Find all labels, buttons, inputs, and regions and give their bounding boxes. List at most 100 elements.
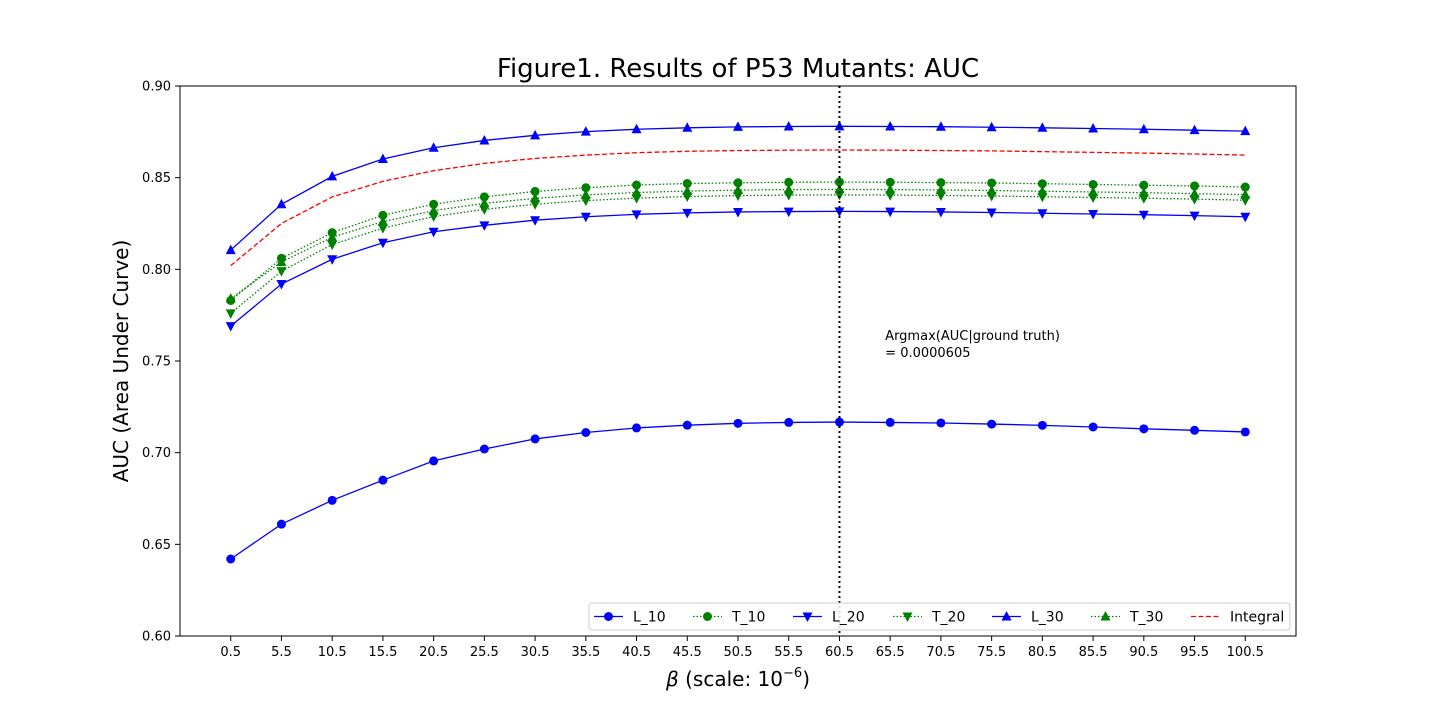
data-point (1037, 209, 1048, 219)
data-point (1139, 180, 1149, 190)
data-point (428, 212, 439, 223)
x-tick-label: 10.5 (318, 645, 347, 660)
data-point (530, 434, 540, 444)
y-tick-label: 0.65 (142, 538, 171, 553)
data-point (1088, 179, 1098, 189)
data-point (784, 177, 794, 187)
legend-label: T_10 (731, 610, 765, 626)
data-point (428, 142, 439, 152)
series-t-30 (225, 183, 1251, 303)
plot-area: 0.5 5.5 10.5 15.5 20.5 25.5 30.5 35.5 40.5 45.5 50… (142, 80, 1297, 660)
data-point (1088, 123, 1099, 133)
data-point (580, 196, 591, 207)
data-point (1240, 189, 1251, 199)
data-point (530, 192, 541, 203)
legend-item-l-30: L_30 (992, 610, 1064, 626)
legend-label: L_30 (1031, 610, 1064, 626)
data-point (1037, 420, 1047, 430)
data-point (1240, 427, 1250, 437)
series-line (230, 181, 1246, 301)
x-tick-label: 30.5 (521, 645, 550, 660)
chart-title: Figure1. Results of P53 Mutants: AUC (497, 54, 979, 84)
data-point (682, 420, 692, 430)
data-point (885, 417, 895, 427)
data-point (1240, 182, 1250, 192)
data-point (530, 186, 540, 196)
data-point (1189, 124, 1200, 135)
legend-item-t-10: T_10 (693, 610, 765, 626)
y-tick-label: 0.90 (142, 80, 171, 95)
data-point (986, 208, 997, 218)
series-l-30 (225, 120, 1251, 255)
data-point (327, 255, 338, 265)
data-point (1189, 188, 1200, 198)
series-l-20 (225, 207, 1251, 332)
data-point (1138, 123, 1149, 134)
legend-item-t-30: T_30 (1091, 610, 1163, 626)
data-point (225, 293, 236, 303)
data-point (987, 178, 997, 188)
data-point (581, 428, 591, 437)
y-tick-label: 0.80 (142, 263, 171, 278)
data-point (429, 199, 439, 209)
data-point (987, 419, 997, 429)
legend-swatch-marker (604, 612, 613, 621)
data-point (1088, 422, 1098, 432)
data-point (936, 178, 946, 188)
data-point (885, 184, 896, 194)
x-tick-label: 85.5 (1079, 645, 1108, 660)
data-point (479, 444, 489, 454)
data-point (632, 180, 642, 190)
data-point (225, 322, 236, 332)
y-tick-label: 0.60 (142, 630, 171, 645)
data-point (276, 256, 287, 266)
data-point (935, 121, 946, 131)
data-point (935, 184, 946, 194)
legend-item-integral: Integral (1191, 610, 1284, 626)
x-tick-label: 35.5 (571, 645, 600, 660)
data-point (327, 495, 337, 505)
annotation-line: Argmax(AUC|ground truth) (885, 329, 1060, 344)
x-tick-label: 80.5 (1028, 645, 1057, 660)
data-point (377, 153, 388, 163)
x-tick-label: 0.5 (220, 645, 241, 660)
data-point (733, 207, 743, 218)
data-point (783, 121, 794, 131)
x-tick-label: 5.5 (271, 645, 292, 660)
x-axis-label: β (scale: 10−6) (665, 666, 810, 691)
plot-background (180, 86, 1296, 636)
legend-swatch-marker (902, 612, 913, 622)
x-tick-label: 50.5 (724, 645, 753, 660)
y-axis-ticks: 0.60 0.65 0.70 0.75 0.80 0.85 0.90 (142, 80, 180, 645)
data-point (327, 170, 338, 181)
data-point (1138, 210, 1149, 221)
data-point (479, 221, 490, 231)
data-point (479, 197, 490, 208)
data-point (479, 134, 490, 145)
data-point (225, 244, 236, 255)
data-point (936, 418, 946, 428)
x-tick-label: 20.5 (419, 645, 448, 660)
legend-label: T_30 (1129, 610, 1163, 626)
data-point (885, 121, 896, 131)
annotation-line: = 0.0000605 (885, 346, 970, 361)
data-point (530, 200, 541, 210)
data-point (1189, 211, 1200, 222)
y-tick-label: 0.85 (142, 171, 171, 186)
y-tick-label: 0.75 (142, 355, 171, 370)
y-tick-label: 0.70 (142, 446, 171, 461)
data-point (682, 122, 693, 132)
legend-label: L_10 (633, 610, 666, 626)
x-tick-label: 95.5 (1180, 645, 1209, 660)
data-point (377, 238, 388, 249)
data-point (225, 309, 236, 319)
data-point (1190, 425, 1200, 435)
data-point (428, 205, 439, 215)
data-point (733, 184, 743, 195)
x-tick-label: 25.5 (470, 645, 499, 660)
data-point (1138, 187, 1149, 197)
data-point (733, 418, 743, 428)
data-point (682, 179, 692, 189)
data-point (1240, 212, 1251, 223)
argmax-annotation: Argmax(AUC|ground truth) = 0.0000605 (885, 329, 1060, 361)
